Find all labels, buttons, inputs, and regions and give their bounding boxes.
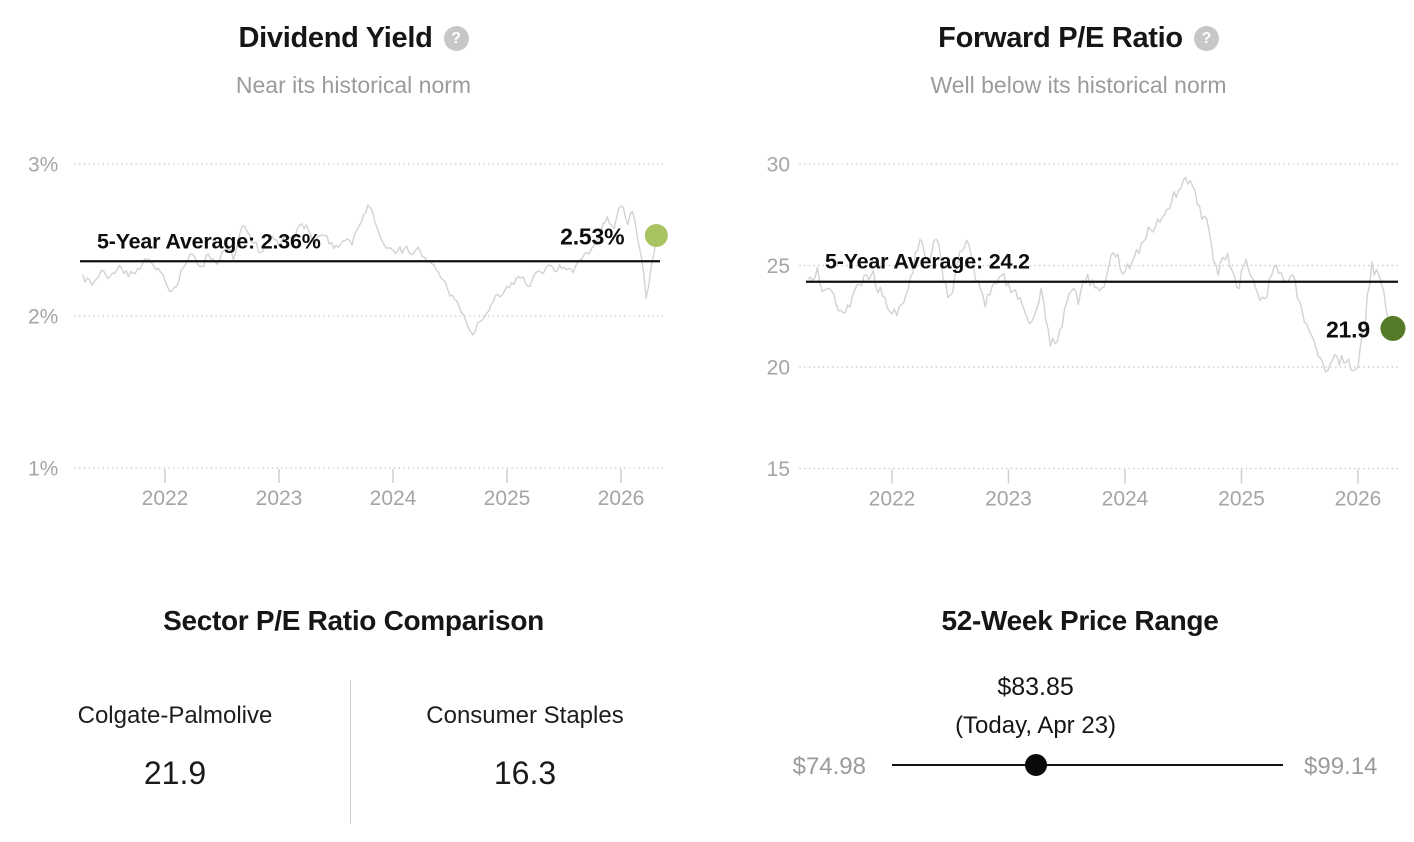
svg-text:15: 15: [767, 458, 790, 481]
sector-comparison-title: Sector P/E Ratio Comparison: [163, 605, 544, 636]
help-icon[interactable]: ?: [443, 26, 469, 51]
sector-pe-value: 16.3: [493, 755, 557, 791]
svg-text:2%: 2%: [28, 306, 58, 329]
svg-text:2023: 2023: [256, 487, 303, 510]
forward-pe-title-text: Forward P/E Ratio: [938, 22, 1183, 54]
company-pe-value: 21.9: [143, 755, 207, 791]
svg-text:3%: 3%: [28, 154, 58, 177]
svg-text:5-Year Average: 2.36%: 5-Year Average: 2.36%: [97, 229, 321, 253]
dividend-yield-title-text: Dividend Yield: [238, 22, 433, 54]
current-price-label: $83.85: [997, 673, 1074, 701]
forward-pe-subtitle: Well below its historical norm: [930, 72, 1227, 98]
dividend-yield-header: Dividend Yield ? Near its historical nor…: [0, 0, 707, 99]
current-price-date: (Today, Apr 23): [955, 712, 1117, 739]
sector-name: Consumer Staples: [426, 702, 624, 729]
svg-text:2026: 2026: [1335, 488, 1382, 511]
sector-pe-comparison-panel: Sector P/E Ratio Comparison Colgate-Palm…: [0, 590, 707, 842]
svg-text:2.53%: 2.53%: [560, 223, 624, 249]
forward-pe-chart: 30 25 20 15 2022 2023 2024 2025 2026 5-Year Avera…: [767, 154, 1406, 511]
help-icon[interactable]: ?: [1193, 26, 1219, 51]
svg-text:25: 25: [767, 255, 790, 278]
svg-text:21.9: 21.9: [1326, 316, 1370, 342]
dividend-yield-chart: 3% 2% 1% 2022 2023 2024 2025 2026 5-Year Average…: [28, 154, 668, 510]
svg-text:2024: 2024: [1102, 488, 1149, 511]
svg-text:2022: 2022: [869, 488, 916, 511]
price-range-panel: 52-Week Price Range $83.85 (Today, Apr 2…: [730, 590, 1414, 842]
range-min-label: $74.98: [792, 753, 866, 780]
svg-text:20: 20: [767, 357, 790, 380]
vertical-divider: [350, 680, 351, 824]
range-max-label: $99.14: [1304, 753, 1378, 780]
comparison-values-row: 21.9 16.3: [0, 755, 700, 792]
svg-text:2022: 2022: [142, 487, 189, 510]
svg-text:5-Year Average: 24.2: 5-Year Average: 24.2: [825, 250, 1030, 274]
price-range-track: [892, 754, 1283, 776]
forward-pe-title: Forward P/E Ratio ?: [725, 0, 1414, 55]
svg-text:2025: 2025: [484, 487, 531, 510]
comparison-names-row: Colgate-Palmolive Consumer Staples: [0, 702, 700, 730]
current-price-dot: [1024, 754, 1047, 776]
dividend-yield-title: Dividend Yield ?: [0, 0, 707, 55]
svg-text:2025: 2025: [1218, 488, 1265, 511]
price-range-title: 52-Week Price Range: [941, 605, 1219, 636]
svg-text:2024: 2024: [370, 487, 417, 510]
svg-text:2023: 2023: [985, 488, 1032, 511]
svg-text:2026: 2026: [598, 487, 645, 510]
company-name: Colgate-Palmolive: [77, 702, 273, 729]
svg-text:1%: 1%: [28, 458, 58, 481]
forward-pe-header: Forward P/E Ratio ? Well below its histo…: [725, 0, 1414, 99]
dividend-yield-subtitle: Near its historical norm: [235, 72, 472, 98]
svg-text:30: 30: [767, 154, 790, 177]
